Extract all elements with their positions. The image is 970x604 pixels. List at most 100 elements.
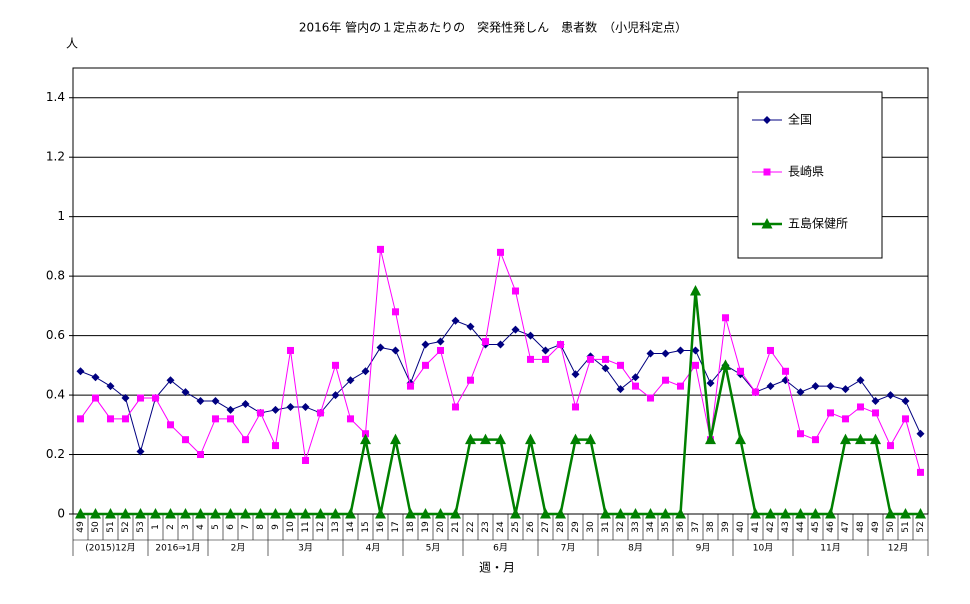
data-point: [285, 508, 296, 519]
x-tick-label: 49: [871, 521, 881, 533]
data-point: [392, 308, 399, 316]
data-point: [465, 433, 476, 445]
data-point: [900, 508, 911, 519]
x-tick-label: 19: [421, 521, 431, 533]
data-point: [287, 346, 294, 354]
data-point: [720, 359, 731, 370]
x-tick-label: 4: [196, 524, 206, 530]
x-tick-label: 39: [721, 521, 731, 533]
data-point: [90, 508, 101, 519]
x-tick-label: 31: [601, 521, 611, 532]
x-tick-label: 38: [706, 521, 716, 533]
x-group-label: 2016⇒1月: [155, 543, 200, 554]
y-tick-label: 0.4: [46, 388, 65, 402]
x-tick-label: 40: [736, 521, 746, 533]
data-point: [450, 508, 461, 519]
data-point: [195, 508, 206, 519]
data-point: [347, 415, 354, 423]
data-point: [496, 340, 505, 349]
data-point: [106, 382, 115, 391]
x-tick-label: 50: [886, 521, 896, 533]
y-axis-label: 人: [66, 37, 78, 51]
data-point: [615, 508, 626, 519]
x-group-label: 5月: [426, 543, 441, 554]
data-point: [767, 346, 774, 354]
data-point: [452, 403, 459, 411]
legend-label: 全国: [788, 112, 812, 127]
data-point: [332, 361, 339, 369]
data-point: [557, 341, 564, 349]
data-point: [227, 415, 234, 423]
data-point: [646, 349, 655, 358]
y-tick-label: 0.2: [46, 447, 65, 461]
data-point: [330, 508, 341, 519]
x-group-label: 11月: [820, 543, 840, 554]
data-point: [286, 402, 295, 411]
data-point: [345, 508, 356, 519]
x-tick-label: 13: [331, 521, 341, 532]
x-tick-label: 30: [586, 521, 596, 533]
data-point: [121, 394, 130, 403]
x-tick-label: 48: [856, 521, 866, 533]
data-point: [917, 468, 924, 476]
x-tick-label: 32: [616, 521, 626, 532]
data-point: [630, 508, 641, 519]
x-tick-label: 41: [751, 521, 761, 532]
data-point: [632, 382, 639, 390]
data-point: [842, 415, 849, 423]
data-point: [135, 508, 146, 519]
data-point: [180, 508, 191, 519]
data-point: [405, 508, 416, 519]
data-point: [826, 382, 835, 391]
data-point: [511, 325, 520, 334]
data-point: [150, 508, 161, 519]
data-point: [811, 382, 820, 391]
data-point: [182, 436, 189, 444]
data-point: [887, 442, 894, 450]
x-tick-label: 6: [226, 524, 236, 530]
x-tick-label: 5: [211, 524, 221, 530]
x-group-label: 6月: [493, 543, 508, 554]
x-tick-label: 45: [811, 521, 821, 532]
y-tick-label: 1.2: [46, 150, 65, 164]
data-point: [376, 343, 385, 352]
x-tick-label: 50: [91, 521, 101, 533]
data-point: [810, 508, 821, 519]
x-tick-label: 52: [916, 521, 926, 532]
data-point: [122, 415, 129, 423]
data-point: [437, 346, 444, 354]
x-tick-label: 46: [826, 521, 836, 533]
y-tick-label: 0: [57, 507, 65, 521]
data-point: [662, 376, 669, 384]
y-tick-label: 0.6: [46, 328, 65, 342]
data-point: [840, 433, 851, 445]
data-point: [571, 370, 580, 379]
data-point: [676, 346, 685, 355]
data-point: [645, 508, 656, 519]
x-group-label: (2015)12月: [85, 543, 135, 554]
x-tick-label: 51: [106, 521, 116, 532]
data-point: [677, 382, 684, 390]
data-point: [377, 245, 384, 253]
data-point: [375, 508, 386, 519]
data-point: [901, 397, 910, 406]
data-point: [360, 433, 371, 445]
x-tick-label: 27: [541, 521, 551, 532]
legend-marker: [761, 218, 773, 229]
x-tick-label: 20: [436, 521, 446, 533]
x-group-label: 10月: [753, 543, 773, 554]
x-tick-label: 49: [76, 521, 86, 533]
x-group-label: 2月: [231, 543, 246, 554]
x-tick-label: 43: [781, 521, 791, 532]
x-tick-label: 47: [841, 521, 851, 532]
data-point: [255, 508, 266, 519]
data-point: [855, 433, 866, 445]
data-point: [225, 508, 236, 519]
x-group-label: 8月: [628, 543, 643, 554]
data-point: [661, 349, 670, 358]
legend-marker: [763, 116, 771, 124]
x-tick-label: 2: [166, 524, 176, 530]
x-tick-label: 33: [631, 521, 641, 532]
x-tick-label: 12: [316, 521, 326, 532]
x-tick-label: 16: [376, 521, 386, 533]
